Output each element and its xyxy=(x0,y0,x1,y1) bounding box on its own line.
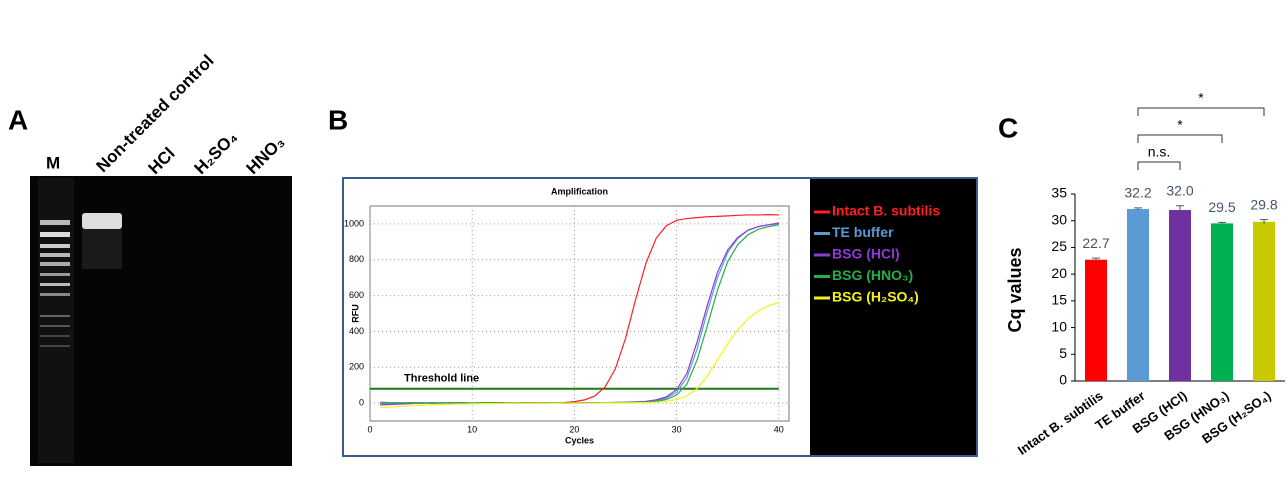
legend-label: BSG (H₂SO₄) xyxy=(832,289,919,305)
significance-label: n.s. xyxy=(1148,144,1171,160)
legend-label: Intact B. subtilis xyxy=(832,203,940,219)
threshold-label: Threshold line xyxy=(404,373,479,385)
x-tick-label: 40 xyxy=(774,424,784,434)
legend-label: BSG (HCl) xyxy=(832,246,900,262)
y-tick-label: 0 xyxy=(1059,372,1067,388)
y-tick-label: 800 xyxy=(349,254,364,264)
y-tick-label: 200 xyxy=(349,362,364,372)
x-tick-label: 10 xyxy=(467,424,477,434)
bar xyxy=(1253,222,1275,381)
y-axis-label: RFU xyxy=(350,304,360,323)
figure: A B C MNon-treated controlHClH₂SO₄HNO₃01… xyxy=(0,0,1287,491)
significance-bracket xyxy=(1138,108,1264,116)
bar xyxy=(1169,210,1191,381)
significance-label: * xyxy=(1177,117,1183,133)
panel-label: B xyxy=(328,104,348,135)
y-tick-label: 30 xyxy=(1051,211,1067,227)
x-tick-label: 20 xyxy=(569,424,579,434)
x-tick-label: 0 xyxy=(367,424,372,434)
y-tick-label: 5 xyxy=(1059,345,1067,361)
y-tick-label: 35 xyxy=(1051,185,1067,201)
value-label: 32.0 xyxy=(1166,182,1193,198)
lane-label: H₂SO₄ xyxy=(191,127,242,178)
y-tick-label: 10 xyxy=(1051,318,1067,334)
y-tick-label: 25 xyxy=(1051,238,1067,254)
significance-bracket xyxy=(1138,135,1222,143)
bar xyxy=(1211,223,1233,381)
y-tick-label: 400 xyxy=(349,326,364,336)
significance-bracket xyxy=(1138,162,1180,170)
lane-label: HCl xyxy=(145,144,179,178)
y-tick-label: 0 xyxy=(359,397,364,407)
panel-label: A xyxy=(8,104,28,135)
legend-background xyxy=(810,179,976,455)
y-tick-label: 15 xyxy=(1051,292,1067,308)
value-label: 29.8 xyxy=(1250,196,1277,212)
bar xyxy=(1127,209,1149,381)
legend-label: TE buffer xyxy=(832,224,894,240)
y-axis-label: Cq values xyxy=(1005,247,1025,332)
value-label: 32.2 xyxy=(1124,185,1151,201)
y-tick-label: 20 xyxy=(1051,265,1067,281)
bar xyxy=(1085,260,1107,381)
lane-label: M xyxy=(46,153,60,172)
y-tick-label: 1000 xyxy=(344,218,364,228)
significance-label: * xyxy=(1198,90,1204,106)
x-axis-label: Cycles xyxy=(565,435,594,445)
legend-label: BSG (HNO₃) xyxy=(832,267,913,283)
panel-label: C xyxy=(998,112,1018,143)
value-label: 22.7 xyxy=(1082,235,1109,251)
y-tick-label: 600 xyxy=(349,290,364,300)
lane-label: HNO₃ xyxy=(243,132,289,178)
x-tick-label: 30 xyxy=(672,424,682,434)
chart-title: Amplification xyxy=(551,186,608,196)
value-label: 29.5 xyxy=(1208,199,1235,215)
x-tick-label: Intact B. subtilis xyxy=(1015,388,1106,458)
